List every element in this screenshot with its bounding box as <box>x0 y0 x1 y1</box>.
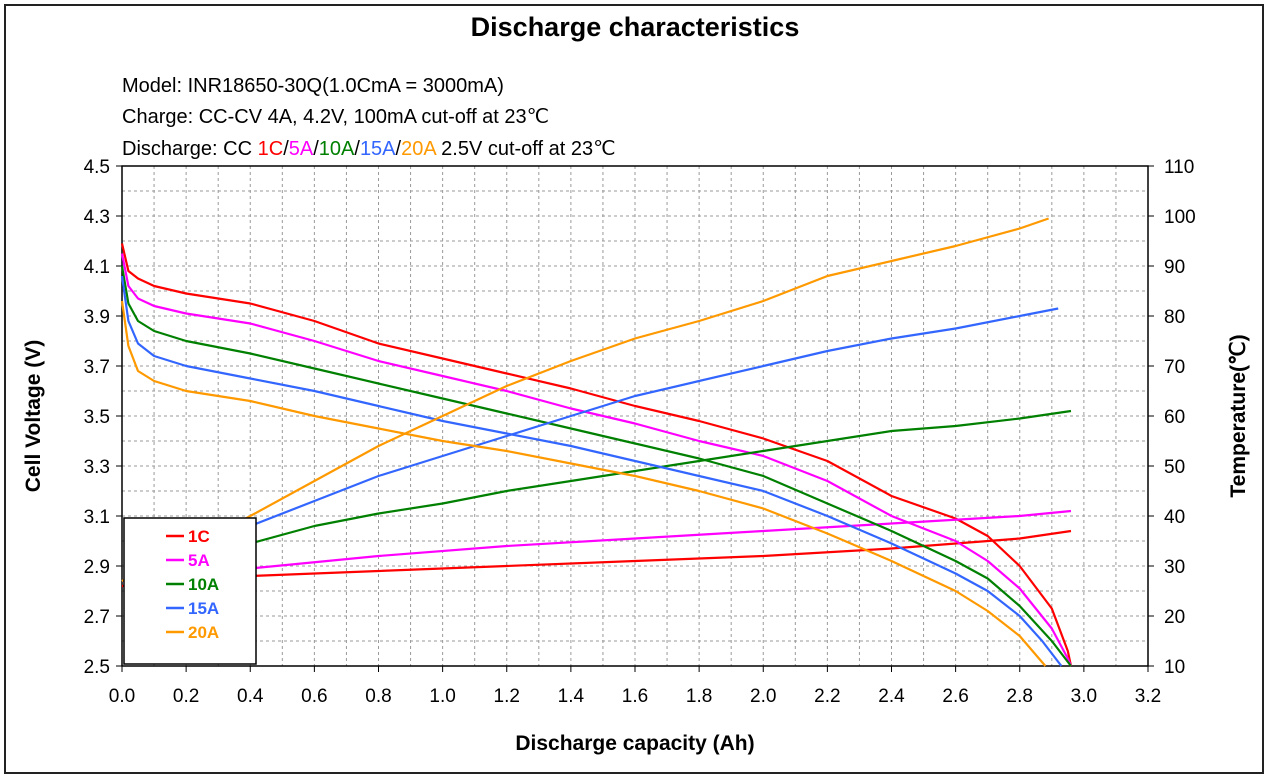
x-tick-label: 0.8 <box>365 686 391 707</box>
x-tick-label: 0.4 <box>237 686 264 707</box>
discharge-suffix: 2.5V cut-off at 23℃ <box>435 138 616 160</box>
x-axis-label: Discharge capacity (Ah) <box>515 732 754 755</box>
y-tick-label: 2.9 <box>84 557 110 578</box>
rate-15a: 15A <box>359 138 396 160</box>
x-tick-label: 2.8 <box>1007 686 1033 707</box>
x-tick-label: 1.0 <box>429 686 455 707</box>
x-tick-label: 0.2 <box>173 686 199 707</box>
discharge-info: Discharge: CC 1C/5A/10A/15A/20A 2.5V cut… <box>122 136 616 161</box>
discharge-prefix: Discharge: CC <box>122 138 258 160</box>
y2-tick-label: 50 <box>1164 457 1185 478</box>
temperature-line-10a <box>121 409 1072 583</box>
legend-label: 20A <box>188 623 219 642</box>
x-tick-label: 1.8 <box>686 686 712 707</box>
rate-separator: / <box>354 138 360 160</box>
rate-20a: 20A <box>401 138 436 160</box>
temperature-line-20a <box>121 217 1049 582</box>
x-tick-label: 1.2 <box>494 686 520 707</box>
voltage-line-10a <box>120 265 1072 667</box>
y-tick-label: 3.7 <box>84 357 110 378</box>
charge-info: Charge: CC-CV 4A, 4.2V, 100mA cut-off at… <box>122 106 550 128</box>
y2-tick-label: 100 <box>1164 207 1196 228</box>
y2-axis-label: Temperature(℃) <box>1227 334 1250 497</box>
y2-tick-label: 30 <box>1164 557 1185 578</box>
y2-tick-label: 10 <box>1164 657 1185 678</box>
discharge-rates: 1C/5A/10A/15A/20A <box>258 138 436 160</box>
x-tick-label: 2.6 <box>942 686 968 707</box>
chart-frame <box>4 4 1264 774</box>
legend-box <box>123 517 257 665</box>
rate-10a: 10A <box>318 138 355 160</box>
rate-separator: / <box>395 138 402 160</box>
model-info: Model: INR18650-30Q(1.0CmA = 3000mA) <box>122 75 504 97</box>
rate-5a: 5A <box>288 138 314 160</box>
x-tick-label: 3.2 <box>1135 686 1161 707</box>
x-tick-label: 2.4 <box>878 686 905 707</box>
x-tick-label: 1.4 <box>558 686 585 707</box>
y2-tick-label: 90 <box>1164 257 1185 278</box>
y-tick-label: 3.9 <box>84 307 110 328</box>
legend-label: 5A <box>188 551 210 570</box>
x-tick-label: 3.0 <box>1071 686 1097 707</box>
x-tick-label: 2.0 <box>750 686 776 707</box>
voltage-line-5a <box>120 253 1073 667</box>
x-tick-label: 1.6 <box>622 686 648 707</box>
chart-title: Discharge characteristics <box>470 12 800 42</box>
y-tick-label: 3.1 <box>84 507 110 528</box>
y2-tick-label: 70 <box>1164 357 1185 378</box>
y-tick-label: 3.3 <box>84 457 110 478</box>
y2-tick-label: 110 <box>1164 157 1194 178</box>
y2-tick-label: 60 <box>1164 407 1185 428</box>
legend-label: 1C <box>188 527 210 546</box>
y-tick-label: 4.3 <box>84 207 110 228</box>
legend-label: 15A <box>188 599 219 618</box>
y2-tick-label: 80 <box>1164 307 1185 328</box>
legend-label: 10A <box>188 575 219 594</box>
y-tick-label: 4.1 <box>84 257 110 278</box>
x-tick-label: 0.6 <box>301 686 327 707</box>
y-tick-label: 3.5 <box>84 407 110 428</box>
y-tick-label: 4.5 <box>84 157 110 178</box>
voltage-line-15a <box>120 275 1063 667</box>
y-axis-label: Cell Voltage (V) <box>22 340 45 492</box>
rate-1c: 1C <box>257 138 284 160</box>
x-tick-label: 0.0 <box>109 686 135 707</box>
y2-tick-label: 40 <box>1164 507 1185 528</box>
rate-separator: / <box>313 138 319 160</box>
y2-tick-label: 20 <box>1164 607 1185 628</box>
voltage-line-20a <box>120 300 1047 667</box>
y-tick-label: 2.5 <box>84 657 110 678</box>
voltage-line-1c <box>120 243 1073 667</box>
x-tick-label: 2.2 <box>814 686 840 707</box>
y-tick-label: 2.7 <box>84 607 110 628</box>
temperature-line-15a <box>121 307 1059 583</box>
rate-separator: / <box>283 138 289 160</box>
